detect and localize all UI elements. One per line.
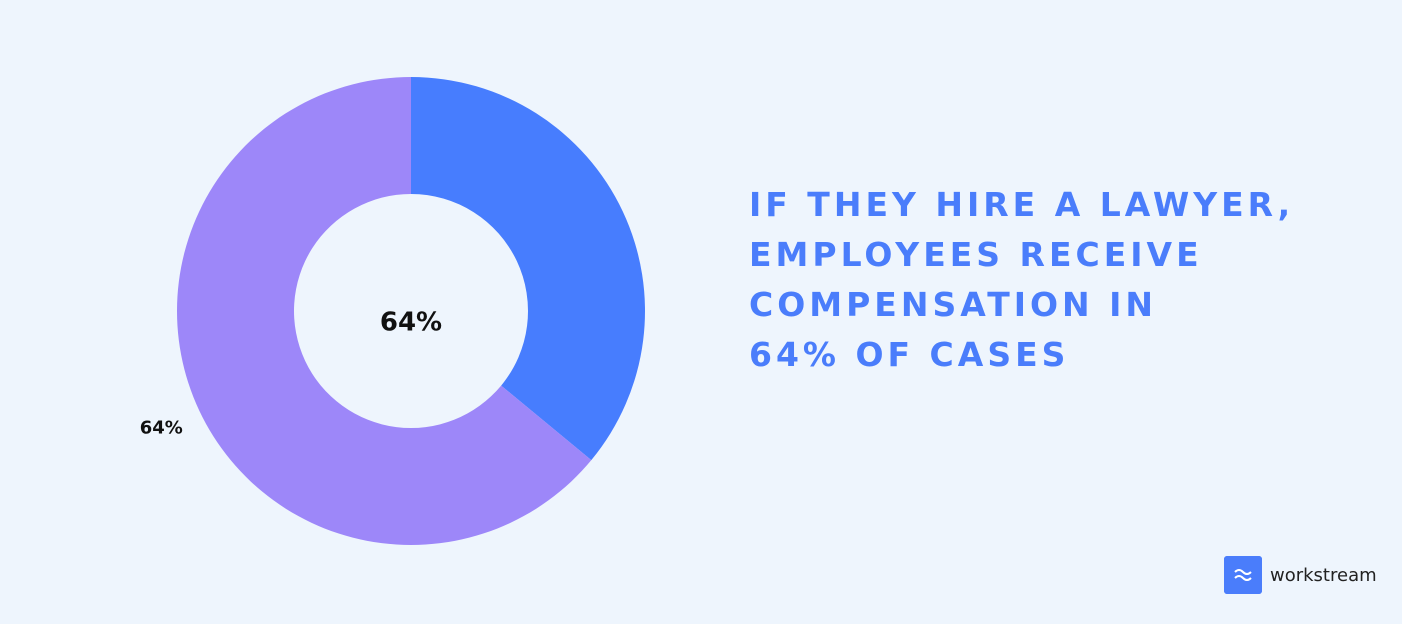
chart: 64% 64% [140, 77, 645, 545]
logo: workstream [1224, 556, 1377, 594]
title-line: COMPENSATION IN [749, 285, 1158, 324]
brand-name: workstream [1270, 564, 1377, 586]
title-line: IF THEY HIRE A LAWYER, [749, 185, 1295, 224]
title-line: 64% OF CASES [749, 335, 1070, 374]
donut-segment [177, 77, 592, 545]
donut-segment [411, 77, 645, 461]
logo-icon [1224, 556, 1262, 594]
data-label: 64% [140, 418, 183, 439]
title-line: EMPLOYEES RECEIVE [749, 235, 1203, 274]
chart-title: IF THEY HIRE A LAWYER, EMPLOYEES RECEIVE C… [749, 180, 1294, 380]
center-label: 64% [380, 308, 442, 338]
